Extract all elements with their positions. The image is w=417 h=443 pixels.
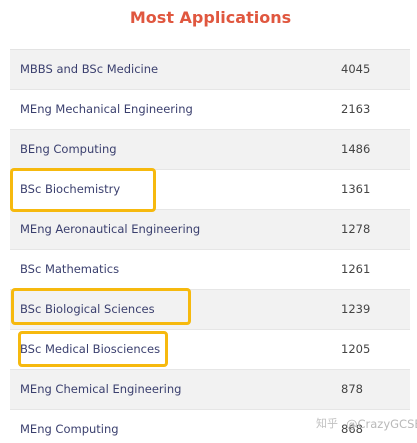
- application-count: 2163: [341, 102, 371, 116]
- table-row: BSc Medical Biosciences 1205: [10, 330, 410, 370]
- application-count: 878: [341, 382, 363, 396]
- application-count: 1239: [341, 302, 371, 316]
- course-name: BSc Biological Sciences: [20, 302, 155, 316]
- watermark: 知乎 @CrazyGCSE: [316, 411, 417, 437]
- application-count: 1361: [341, 182, 371, 196]
- course-name: BSc Mathematics: [20, 262, 120, 276]
- application-count: 1486: [341, 142, 371, 156]
- watermark-handle: @CrazyGCSE: [346, 417, 417, 431]
- course-name: MEng Aeronautical Engineering: [20, 222, 201, 236]
- application-count: 1205: [341, 342, 371, 356]
- applications-table: MBBS and BSc Medicine 4045 MEng Mechanic…: [10, 49, 410, 443]
- table-row: BEng Computing 1486: [10, 130, 410, 170]
- course-name: MBBS and BSc Medicine: [20, 62, 159, 76]
- table-row: MEng Chemical Engineering 878: [10, 370, 410, 410]
- zhihu-logo: 知乎: [316, 417, 338, 430]
- course-name: MEng Mechanical Engineering: [20, 102, 193, 116]
- table-row: BSc Mathematics 1261: [10, 250, 410, 290]
- page-title: Most Applications: [129, 8, 292, 27]
- course-name: BSc Biochemistry: [20, 182, 121, 196]
- course-name: MEng Chemical Engineering: [20, 382, 182, 396]
- course-name: BSc Medical Biosciences: [20, 342, 161, 356]
- course-name: BEng Computing: [20, 142, 117, 156]
- application-count: 868: [341, 422, 363, 436]
- application-count: 1261: [341, 262, 371, 276]
- table-row: MEng Mechanical Engineering 2163: [10, 90, 410, 130]
- table-row: MEng Aeronautical Engineering 1278: [10, 210, 410, 250]
- table-row: BSc Biochemistry 1361: [10, 170, 410, 210]
- table-row: MBBS and BSc Medicine 4045: [10, 50, 410, 90]
- application-count: 1278: [341, 222, 371, 236]
- course-name: MEng Computing: [20, 422, 119, 436]
- table-row: MEng Computing 868: [10, 410, 410, 443]
- application-count: 4045: [341, 62, 371, 76]
- table-row: BSc Biological Sciences 1239: [10, 290, 410, 330]
